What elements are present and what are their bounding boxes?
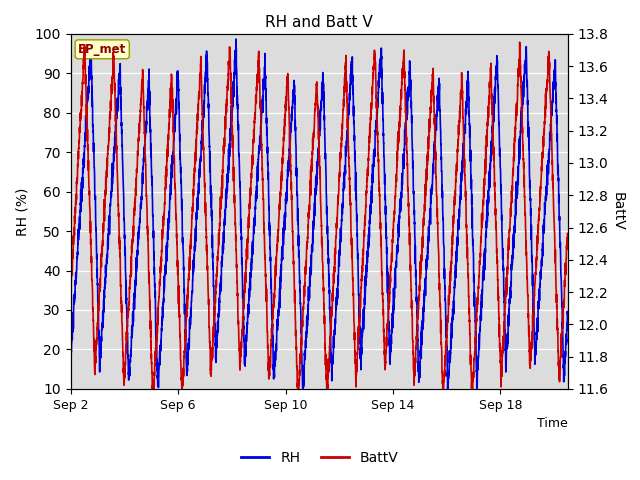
- Title: RH and Batt V: RH and Batt V: [265, 15, 373, 30]
- Legend: RH, BattV: RH, BattV: [236, 445, 404, 471]
- Y-axis label: BattV: BattV: [611, 192, 625, 231]
- Y-axis label: RH (%): RH (%): [15, 187, 29, 236]
- Text: EP_met: EP_met: [78, 43, 126, 56]
- Text: Time: Time: [537, 417, 568, 430]
